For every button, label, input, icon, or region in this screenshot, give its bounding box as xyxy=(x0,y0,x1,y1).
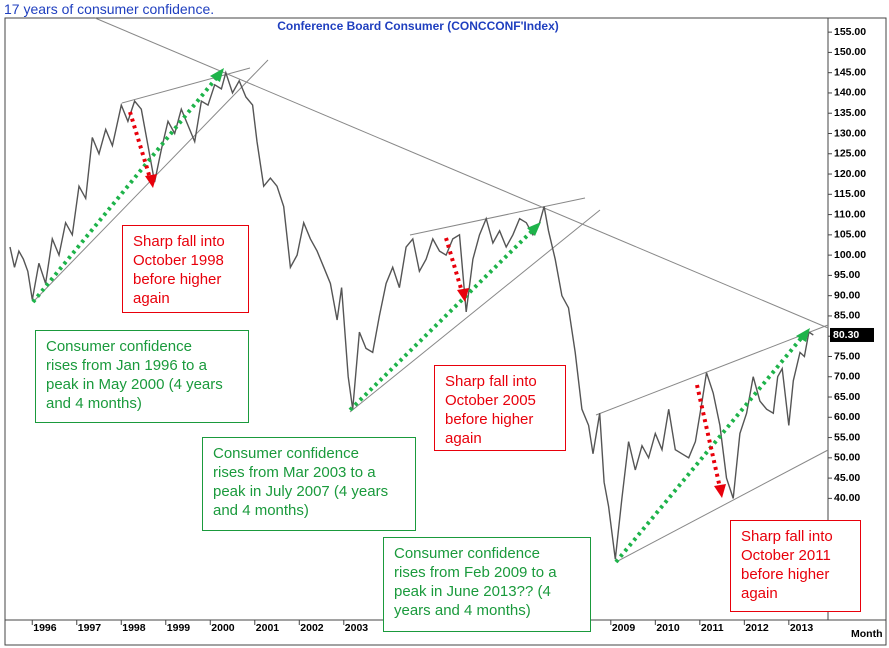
annotation-box: Consumer confidence rises from Jan 1996 t… xyxy=(35,330,249,423)
x-tick-label: 1997 xyxy=(78,622,102,634)
annotation-box: Consumer confidence rises from Feb 2009 t… xyxy=(383,537,591,632)
annotation-line: before higher xyxy=(445,411,534,428)
arrows xyxy=(31,68,810,564)
y-tick-label: 100.00 xyxy=(834,249,866,261)
chart-title: Conference Board Consumer (CONCCONF'Inde… xyxy=(277,19,559,33)
y-tick-label: 120.00 xyxy=(834,168,866,180)
annotation-line: again xyxy=(133,290,170,307)
annotation-box: Sharp fall into October 2005 before higher… xyxy=(434,365,566,451)
annotation-line: again xyxy=(445,430,482,447)
annotation-line: before higher xyxy=(741,566,830,583)
annotation-box: Consumer confidence rises from Mar 2003 t… xyxy=(202,437,416,531)
annotation-line: again xyxy=(741,585,778,602)
annotation-line: Consumer confidence xyxy=(46,338,192,355)
y-tick-label: 105.00 xyxy=(834,229,866,241)
annotation-box: Sharp fall into October 1998 before higher… xyxy=(122,225,249,313)
annotation-line: October 1998 xyxy=(133,252,224,269)
y-tick-label: 125.00 xyxy=(834,148,866,160)
annotation-line: October 2005 xyxy=(445,392,536,409)
annotation-line: peak in July 2007 (4 years xyxy=(213,483,389,500)
y-tick-label: 135.00 xyxy=(834,107,866,119)
y-tick-label: 85.00 xyxy=(834,310,860,322)
annotation-line: before higher xyxy=(133,271,222,288)
y-tick-label: 65.00 xyxy=(834,391,860,403)
annotation-line: October 2011 xyxy=(741,547,831,564)
annotation-line: Sharp fall into xyxy=(741,528,833,545)
y-tick-label: 90.00 xyxy=(834,289,860,301)
annotation-line: Consumer confidence xyxy=(394,545,540,562)
annotation-line: Sharp fall into xyxy=(445,373,537,390)
line xyxy=(9,70,814,560)
y-tick-label: 50.00 xyxy=(834,452,860,464)
annotation-box: Sharp fall into October 2011 before higher… xyxy=(730,520,861,612)
frame xyxy=(4,17,887,646)
annotation-line: peak in May 2000 (4 years xyxy=(46,376,223,393)
y-tick-label: 55.00 xyxy=(834,431,860,443)
y-tick-label: 70.00 xyxy=(834,371,860,383)
x-tick-label: 2009 xyxy=(612,622,636,634)
x-tick-label: 2002 xyxy=(300,622,324,634)
y-tick-label: 40.00 xyxy=(834,492,860,504)
x-tick-label: 2000 xyxy=(211,622,235,634)
series xyxy=(9,70,814,560)
y-tick-label: 155.00 xyxy=(834,26,866,38)
y-tick-label: 75.00 xyxy=(834,350,860,362)
last-value-label: 80.30 xyxy=(833,329,859,341)
y-tick-label: 60.00 xyxy=(834,411,860,423)
annotation-line: Consumer confidence xyxy=(213,445,359,462)
x-tick-label: 2012 xyxy=(745,622,769,634)
x-tick-label: 2011 xyxy=(701,622,724,634)
y-tick-label: 95.00 xyxy=(834,269,860,281)
annotation-line: rises from Feb 2009 to a xyxy=(394,564,557,581)
y-tick-label: 145.00 xyxy=(834,66,866,78)
page-title: 17 years of consumer confidence. xyxy=(4,1,215,17)
annotation-line: years and 4 months) xyxy=(394,602,531,619)
annotation-line: rises from Mar 2003 to a xyxy=(213,464,376,481)
x-unit-label: Month xyxy=(851,628,883,640)
x-tick-label: 2010 xyxy=(656,622,680,634)
y-tick-label: 130.00 xyxy=(834,127,866,139)
annotation-line: rises from Jan 1996 to a xyxy=(46,357,207,374)
y-tick-label: 150.00 xyxy=(834,46,866,58)
annotation-line: and 4 months) xyxy=(213,502,309,519)
x-tick-label: 2013 xyxy=(790,622,814,634)
y-tick-label: 115.00 xyxy=(834,188,866,200)
x-tick-label: 1996 xyxy=(33,622,57,634)
last-value-box xyxy=(830,327,874,342)
annotation-line: peak in June 2013?? (4 xyxy=(394,583,551,600)
y-tick-label: 110.00 xyxy=(834,208,866,220)
y-tick-label: 45.00 xyxy=(834,472,860,484)
y-tick-label: 140.00 xyxy=(834,87,866,99)
annotation-line: Sharp fall into xyxy=(133,233,225,250)
x-tick-label: 2003 xyxy=(345,622,369,634)
annotation-line: and 4 months) xyxy=(46,395,142,412)
x-tick-label: 1999 xyxy=(167,622,191,634)
x-tick-label: 2001 xyxy=(256,622,280,634)
x-tick-label: 1998 xyxy=(122,622,146,634)
